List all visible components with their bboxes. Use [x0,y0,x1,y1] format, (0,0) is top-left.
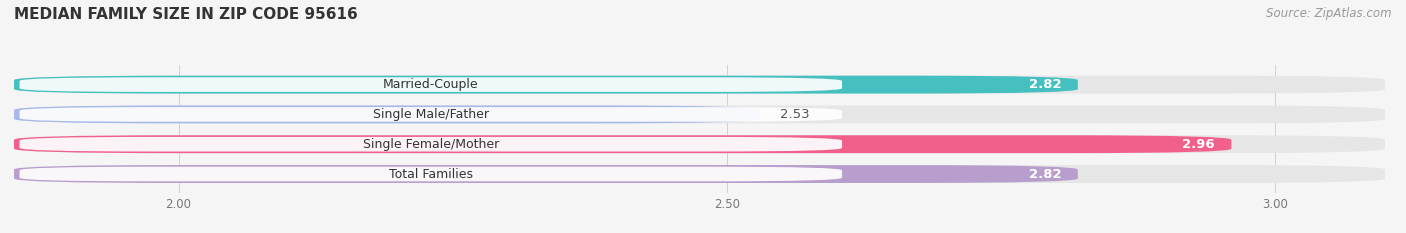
FancyBboxPatch shape [14,135,1232,153]
FancyBboxPatch shape [14,106,759,123]
FancyBboxPatch shape [14,76,1385,94]
FancyBboxPatch shape [20,107,842,122]
FancyBboxPatch shape [14,135,1385,153]
Text: Source: ZipAtlas.com: Source: ZipAtlas.com [1267,7,1392,20]
FancyBboxPatch shape [20,77,842,92]
FancyBboxPatch shape [14,165,1078,183]
Text: Single Female/Mother: Single Female/Mother [363,138,499,151]
FancyBboxPatch shape [14,106,1385,123]
Text: MEDIAN FAMILY SIZE IN ZIP CODE 95616: MEDIAN FAMILY SIZE IN ZIP CODE 95616 [14,7,357,22]
FancyBboxPatch shape [20,137,842,151]
FancyBboxPatch shape [14,165,1385,183]
Text: 2.53: 2.53 [779,108,810,121]
Text: 2.82: 2.82 [1029,78,1062,91]
FancyBboxPatch shape [14,76,1078,94]
Text: Total Families: Total Families [389,168,472,181]
Text: Married-Couple: Married-Couple [382,78,478,91]
FancyBboxPatch shape [20,167,842,181]
Text: Single Male/Father: Single Male/Father [373,108,489,121]
Text: 2.82: 2.82 [1029,168,1062,181]
Text: 2.96: 2.96 [1182,138,1215,151]
